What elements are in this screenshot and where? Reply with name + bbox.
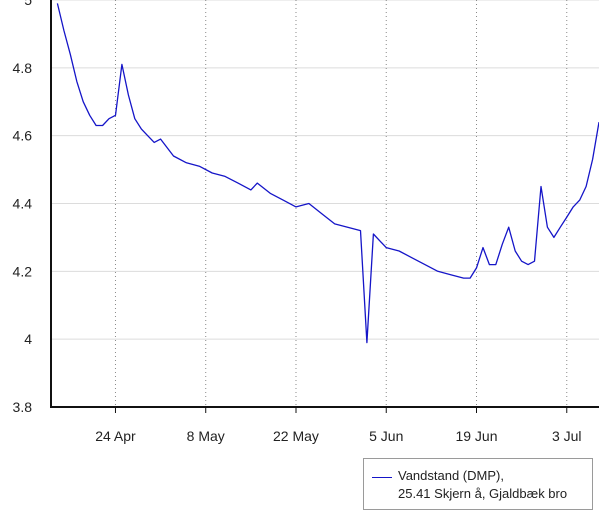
- y-tick-label: 4: [24, 331, 32, 347]
- series-line: [56, 3, 599, 344]
- x-tick-label: 22 May: [273, 428, 319, 444]
- legend: Vandstand (DMP), 25.41 Skjern å, Gjaldbæ…: [363, 458, 593, 510]
- x-tick-label: 19 Jun: [455, 428, 497, 444]
- series-layer: [56, 3, 599, 344]
- axes: [50, 0, 599, 408]
- legend-swatch: [372, 477, 392, 478]
- y-tick-label: 4.4: [13, 196, 33, 212]
- legend-label: Vandstand (DMP), 25.41 Skjern å, Gjaldbæ…: [398, 467, 567, 503]
- y-tick-label: 4.2: [13, 263, 33, 279]
- y-tick-label: 4.6: [13, 128, 33, 144]
- x-tick-label: 5 Jun: [369, 428, 403, 444]
- x-tick-label: 3 Jul: [552, 428, 582, 444]
- legend-label-line1: Vandstand (DMP),: [398, 468, 504, 483]
- y-tick-label: 3.8: [13, 399, 33, 415]
- y-tick-label: 5: [24, 0, 32, 8]
- legend-label-line2: 25.41 Skjern å, Gjaldbæk bro: [398, 486, 568, 501]
- grid: [51, 0, 599, 340]
- x-tick-labels: 24 Apr 8 May 22 May 5 Jun 19 Jun 3 Jul: [95, 407, 582, 444]
- x-tick-label: 24 Apr: [95, 428, 136, 444]
- y-tick-labels: 3.8 4 4.2 4.4 4.6 4.8 5: [13, 0, 33, 415]
- x-tick-label: 8 May: [187, 428, 225, 444]
- y-tick-label: 4.8: [13, 60, 33, 76]
